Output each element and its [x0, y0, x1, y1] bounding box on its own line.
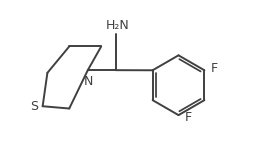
Text: F: F [185, 111, 192, 124]
Text: N: N [84, 75, 93, 88]
Text: S: S [30, 100, 39, 113]
Text: H₂N: H₂N [106, 19, 130, 32]
Text: F: F [211, 62, 218, 75]
